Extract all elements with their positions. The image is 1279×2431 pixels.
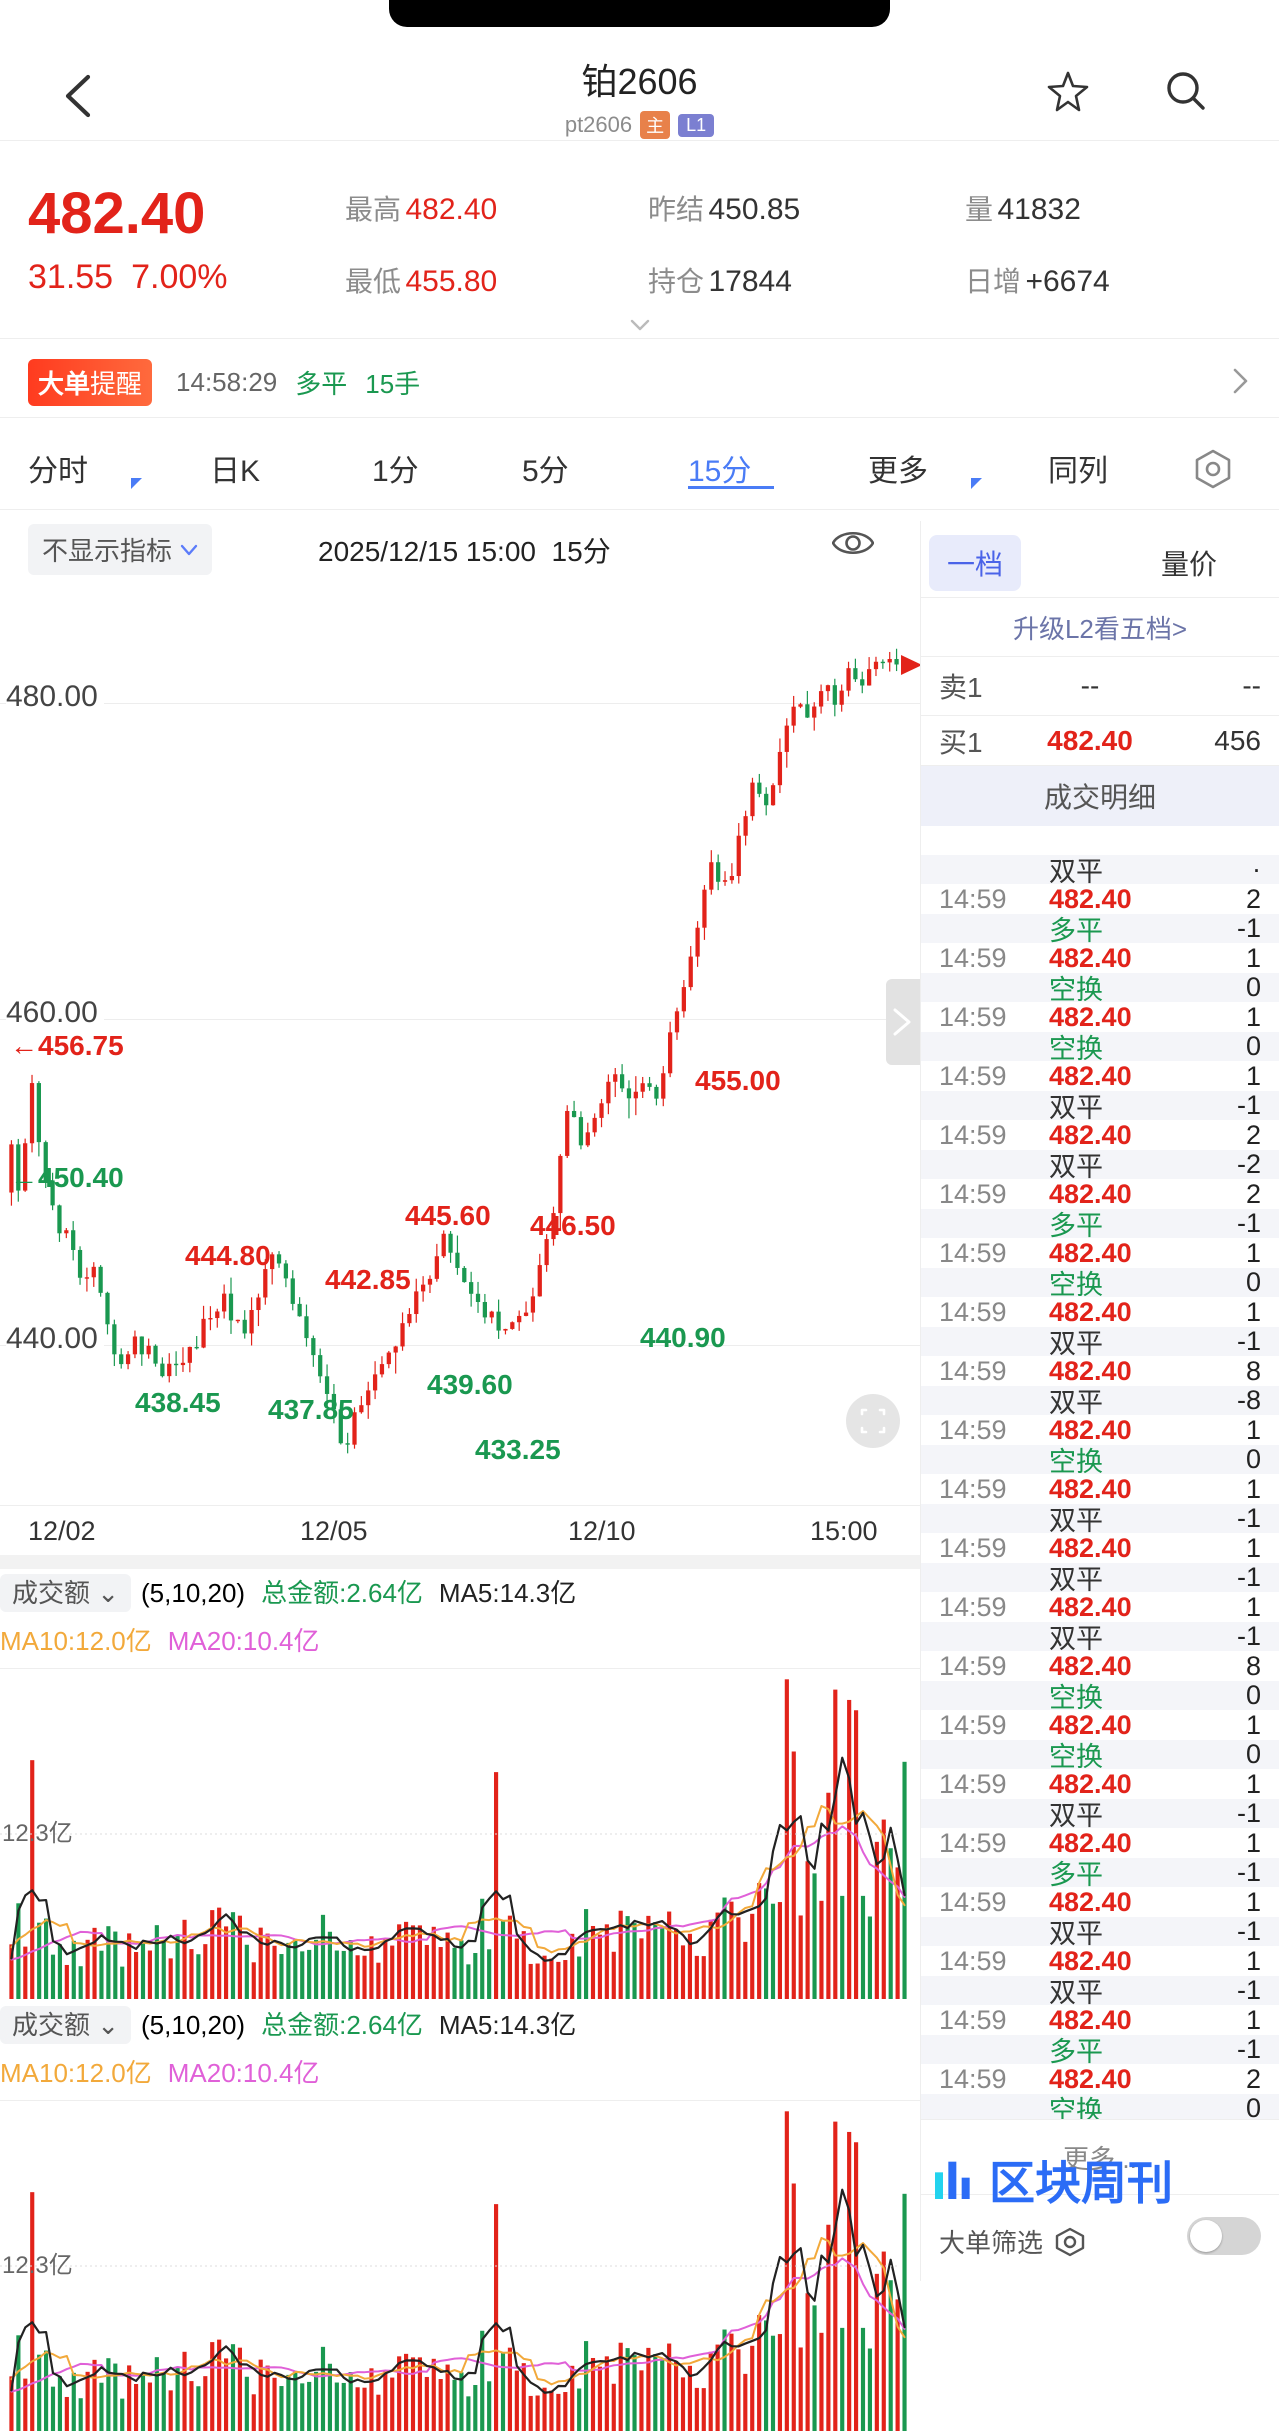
svg-text:12.3亿: 12.3亿 xyxy=(2,1820,73,1847)
svg-text:12.3亿: 12.3亿 xyxy=(2,2252,73,2279)
